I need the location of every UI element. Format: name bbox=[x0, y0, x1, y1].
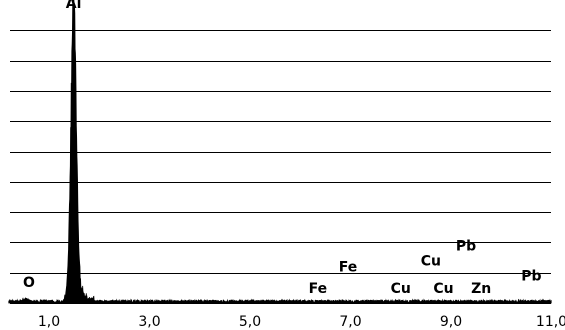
spectrum-series bbox=[8, 0, 552, 304]
peak-label-o-1: O bbox=[23, 275, 35, 291]
peak-labels: Al O Fe Fe Cu Cu Cu Pb Zn Pb bbox=[23, 0, 542, 297]
gridlines bbox=[10, 30, 551, 274]
x-tick-labels: 1,0 3,0 5,0 7,0 9,0 11,0 bbox=[38, 314, 565, 330]
x-tick-label-3: 7,0 bbox=[339, 314, 361, 330]
peak-label-zn-8: Zn bbox=[471, 281, 491, 297]
peak-label-cu-5: Cu bbox=[421, 254, 441, 270]
peak-label-cu-6: Cu bbox=[433, 281, 453, 297]
peak-label-fe-2: Fe bbox=[309, 281, 328, 297]
x-tick-label-1: 3,0 bbox=[138, 314, 160, 330]
x-tick-label-5: 11,0 bbox=[536, 314, 565, 330]
x-tick-label-4: 9,0 bbox=[440, 314, 462, 330]
peak-label-al-0: Al bbox=[66, 0, 82, 12]
x-tick-label-2: 5,0 bbox=[239, 314, 261, 330]
peak-label-pb-7: Pb bbox=[456, 238, 476, 254]
spectrum-trace bbox=[8, 0, 552, 304]
peak-label-pb-9: Pb bbox=[521, 269, 541, 285]
x-tick-label-0: 1,0 bbox=[38, 314, 60, 330]
peak-label-cu-4: Cu bbox=[391, 281, 411, 297]
peak-label-fe-3: Fe bbox=[339, 260, 358, 276]
